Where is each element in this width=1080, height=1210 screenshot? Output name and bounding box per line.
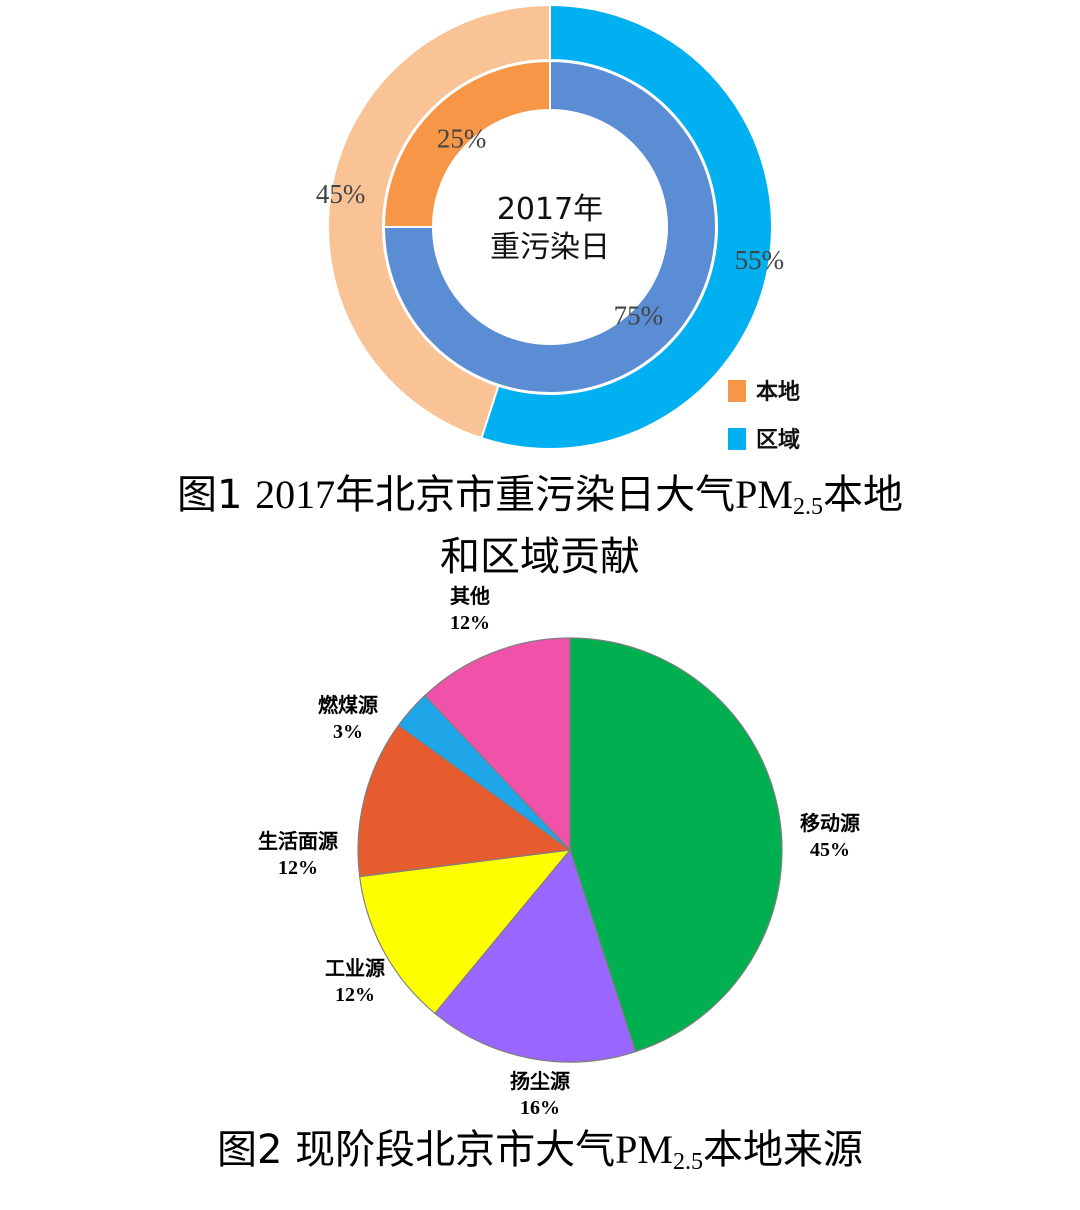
legend-label-1: 区域 — [756, 427, 800, 453]
legend-label-0: 本地 — [756, 380, 800, 405]
donut-inner-slice-1 — [382, 59, 551, 228]
pie-category-label-1: 扬尘源 — [510, 1070, 570, 1093]
pie-category-label-5: 其他 — [450, 584, 490, 608]
pie-value-label-0: 45% — [810, 839, 850, 861]
donut-center-label-1: 重污染日 — [490, 230, 610, 265]
figure2-caption-mid: 现阶段北京市大气 — [295, 1127, 616, 1173]
pie-chart: 移动源 45% 扬尘源 16% 工业源 12% 生活面源 12% 燃煤源 3% 其他 12% — [258, 584, 860, 1119]
pie-slice-3 — [357, 724, 572, 878]
figure1-caption-line1: 图1 2017年北京市重污染日大气PM2.5本地 — [0, 470, 1080, 532]
figure1-caption-mid: 年北京市重污染日大气 — [335, 472, 736, 518]
pie-category-label-3: 生活面源 — [258, 830, 338, 853]
pie-value-label-4: 3% — [333, 721, 363, 743]
figure1-caption-prefix: 图1 — [177, 472, 256, 518]
pie-slice-1 — [434, 848, 637, 1063]
donut-outer-label-0: 55% — [735, 245, 785, 275]
donut-center-label-0: 2017年 — [497, 192, 603, 227]
pie-slice-2 — [359, 849, 572, 1015]
pie-value-label-3: 12% — [278, 857, 318, 879]
figure1-caption-suffix: 本地 — [822, 472, 903, 518]
pie-value-label-1: 16% — [520, 1097, 560, 1119]
figure1-caption-year: 2017 — [255, 472, 336, 517]
pie-value-label-2: 12% — [335, 984, 375, 1006]
legend-swatch-1 — [728, 428, 746, 450]
figure1-caption: 图1 2017年北京市重污染日大气PM2.5本地 和区域贡献 — [0, 470, 1080, 582]
figure1-caption-subscript: 2.5 — [792, 494, 823, 520]
pie-category-label-4: 燃煤源 — [318, 693, 378, 717]
figure2-caption-prefix: 图2 — [217, 1127, 296, 1173]
figure2-caption-suffix: 本地来源 — [702, 1127, 863, 1173]
pie-category-label-2: 工业源 — [325, 957, 385, 980]
donut-inner-label-1: 25% — [437, 124, 487, 154]
pie-slice-0 — [569, 637, 783, 1053]
donut-inner-label-0: 75% — [614, 300, 664, 330]
figure1-caption-line2: 和区域贡献 — [440, 534, 640, 580]
pie-slice-5 — [424, 637, 571, 852]
figure2-caption-subscript: 2.5 — [672, 1149, 703, 1175]
figure1-caption-pm: PM — [735, 472, 793, 517]
figure2-caption: 图2 现阶段北京市大气PM2.5本地来源 — [0, 1125, 1080, 1187]
donut-inner-slice-0 — [382, 59, 717, 394]
pie-category-label-0: 移动源 — [800, 812, 860, 835]
donut-outer-label-1: 45% — [316, 179, 366, 209]
legend-swatch-0 — [728, 380, 746, 402]
figure2-caption-pm: PM — [615, 1127, 673, 1172]
pie-value-label-5: 12% — [450, 612, 490, 634]
